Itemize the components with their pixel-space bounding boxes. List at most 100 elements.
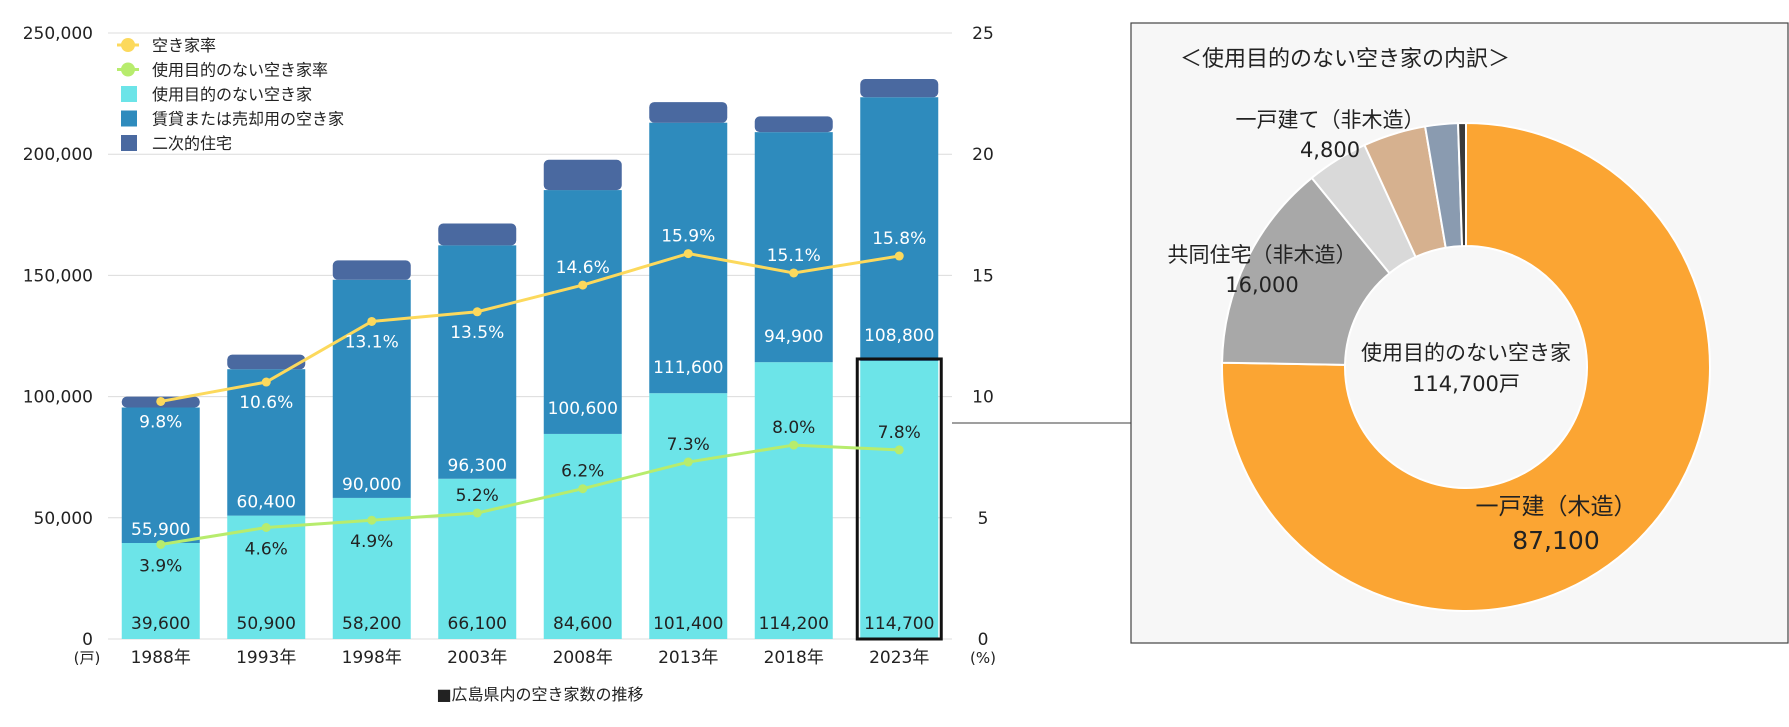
line-value-label: 7.8% (878, 423, 921, 443)
line-point (472, 307, 482, 317)
rate-lines: 9.8% 10.6% 13.1% 13.5% 14.6% 15.9% 15.1% 15.8% 3… (139, 227, 926, 577)
bar-value-label: 114,700 (864, 614, 934, 634)
y-left-tick-label: 250,000 (23, 24, 93, 44)
bar-secondary (860, 79, 939, 98)
y-right-tick-label: 5 (978, 509, 989, 529)
bar-value-label: 50,900 (237, 614, 296, 634)
line-vacancy-rate (160, 252, 900, 403)
chart-caption: ■広島県内の空き家数の推移 (436, 685, 643, 704)
bar-unused (121, 543, 200, 639)
line-point (894, 251, 904, 261)
bar-unused (754, 362, 833, 639)
slice-name-label: 一戸建て（非木造） (1236, 108, 1425, 132)
y-right-tick-label: 25 (972, 24, 994, 44)
line-value-label: 4.9% (350, 532, 393, 552)
legend-label: 賃貸または売却用の空き家 (152, 110, 344, 129)
bar-value-label: 39,600 (131, 614, 190, 634)
bar-secondary (332, 260, 411, 280)
slice-name-label: 一戸建（木造） (1476, 494, 1637, 520)
bar-value-label: 94,900 (764, 327, 823, 347)
bar-rental-sale (860, 97, 939, 361)
line-value-label: 8.0% (772, 418, 815, 438)
line-value-label: 10.6% (239, 393, 293, 413)
donut-slice-labels: 一戸建（木造） 87,100 共同住宅（非木造） 16,000 一戸建て（非木造） 4,8… (1168, 108, 1637, 555)
line-point (578, 484, 588, 494)
slice-value-label: 4,800 (1300, 138, 1360, 162)
donut-title: ＜使用目的のない空き家の内訳＞ (1180, 47, 1510, 72)
legend-label: 空き家率 (152, 36, 216, 55)
legend-label: 二次的住宅 (152, 134, 232, 153)
line-point (156, 396, 166, 406)
bar-rental-sale (754, 132, 833, 363)
y-left-tick-label: 0 (82, 630, 93, 650)
line-value-label: 13.5% (450, 323, 504, 343)
bar-unused (227, 515, 306, 639)
bar-value-label: 90,000 (342, 475, 401, 495)
bar-value-label: 100,600 (548, 399, 618, 419)
legend-label: 使用目的のない空き家 (152, 85, 312, 104)
bar-unused (649, 393, 728, 639)
y-right-axis: 0 5 10 15 20 25 (972, 24, 994, 650)
legend: 空き家率使用目的のない空き家率使用目的のない空き家賃貸または売却用の空き家二次的… (117, 36, 344, 153)
legend-label: 使用目的のない空き家率 (152, 61, 328, 80)
bar-rental-sale (227, 369, 306, 516)
line-point (789, 268, 799, 278)
y-left-tick-label: 150,000 (23, 266, 93, 286)
bar-line-chart: 0 50,000 100,000 150,000 200,000 250,000 0 5 10… (23, 24, 996, 704)
line-unused-rate (160, 443, 900, 546)
slice-name-label: 共同住宅（非木造） (1168, 243, 1357, 267)
donut-center-label: 使用目的のない空き家 (1361, 341, 1571, 365)
bar-secondary (754, 116, 833, 133)
x-axis: 1988年 1993年 1998年 2003年 2008年 2013年 2018年 2023年 (131, 648, 930, 668)
line-point (261, 522, 271, 532)
stacked-bars: 39,600 50,900 58,200 66,100 84,600 101,400 114… (121, 79, 939, 639)
bar-rental-sale (332, 279, 411, 498)
line-value-label: 15.9% (661, 227, 715, 247)
bar-value-label: 108,800 (864, 326, 934, 346)
slice-value-label: 16,000 (1225, 273, 1298, 297)
donut-slices (1221, 121, 1711, 612)
legend-marker (121, 62, 135, 77)
bar-value-label: 60,400 (237, 493, 296, 513)
y-left-unit-label: (戸) (74, 649, 101, 667)
bar-value-label: 114,200 (759, 614, 829, 634)
x-tick-label: 2003年 (447, 648, 507, 668)
y-left-tick-label: 200,000 (23, 145, 93, 165)
line-value-label: 14.6% (556, 258, 610, 278)
line-point (683, 457, 693, 467)
line-point (578, 280, 588, 290)
line-point (789, 440, 799, 450)
bar-rental-sale (121, 407, 200, 544)
y-left-axis: 0 50,000 100,000 150,000 200,000 250,000 (23, 24, 93, 650)
y-left-tick-label: 50,000 (34, 509, 93, 529)
bar-unused (543, 433, 622, 639)
x-tick-label: 2023年 (869, 648, 929, 668)
line-value-label: 5.2% (456, 486, 499, 506)
y-right-tick-label: 0 (978, 630, 989, 650)
x-tick-label: 2013年 (658, 648, 718, 668)
legend-bar-swatch (121, 86, 137, 102)
donut-slice (1221, 176, 1391, 366)
line-point (367, 515, 377, 525)
bar-unused (860, 360, 939, 639)
line-point (894, 445, 904, 455)
bar-value-label: 66,100 (448, 614, 507, 634)
line-point (261, 377, 271, 387)
y-right-unit-label: (%) (970, 649, 996, 667)
bar-value-label: 111,600 (653, 358, 723, 378)
bar-rental-sale (543, 190, 622, 434)
line-value-label: 4.6% (245, 539, 288, 559)
line-value-label: 3.9% (139, 556, 182, 576)
x-tick-label: 1998年 (342, 648, 402, 668)
highlight-frame (855, 357, 943, 641)
slice-value-label: 87,100 (1512, 526, 1599, 555)
bar-secondary (438, 223, 517, 246)
line-value-label: 15.8% (872, 229, 926, 249)
x-tick-label: 1988年 (131, 648, 191, 668)
y-left-tick-label: 100,000 (23, 388, 93, 408)
line-point (156, 539, 166, 549)
bar-value-label: 101,400 (653, 614, 723, 634)
legend-bar-swatch (121, 110, 137, 127)
bar-value-label: 58,200 (342, 614, 401, 634)
